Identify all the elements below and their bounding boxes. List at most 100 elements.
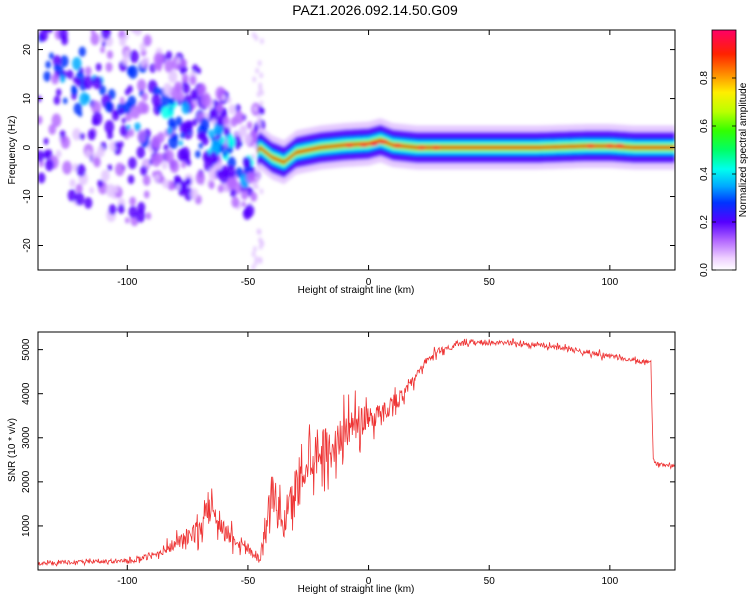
- heat-blob: [145, 212, 152, 220]
- heat-blob: [259, 188, 264, 195]
- heat-blob: [58, 30, 68, 41]
- snr-y-tick-label: 2000: [21, 470, 32, 493]
- heat-blob: [195, 150, 201, 159]
- spectrogram-y-ticks: -20 -10 0 10 20: [22, 44, 675, 253]
- heat-blob: [130, 105, 141, 119]
- heat-blob: [121, 117, 127, 124]
- heat-blob: [136, 146, 146, 159]
- heat-blob: [169, 159, 180, 174]
- heat-blob: [121, 55, 129, 65]
- heat-blob: [55, 149, 62, 158]
- heat-blob: [223, 116, 230, 126]
- heat-blob: [111, 14, 118, 24]
- heat-blob: [153, 86, 161, 97]
- heat-blob: [216, 116, 224, 127]
- heat-blob: [45, 60, 52, 69]
- heat-blob: [117, 204, 125, 214]
- heat-blob: [227, 156, 236, 169]
- snr-y-tick-label: 4000: [21, 382, 32, 405]
- snr-x-tick-label: 100: [602, 576, 619, 587]
- heat-blob: [181, 102, 191, 115]
- heat-blob: [126, 65, 135, 77]
- heat-blob: [84, 66, 92, 76]
- heat-blob: [258, 237, 263, 244]
- heat-blob: [139, 42, 147, 52]
- spectrogram-y-tick-label: 20: [22, 44, 33, 56]
- heat-blob: [118, 107, 124, 115]
- colorbar-tick-label: 0.0: [699, 263, 710, 277]
- heat-blob: [78, 46, 86, 57]
- heat-blob: [233, 135, 242, 146]
- heat-blob: [254, 255, 259, 262]
- heat-blob: [222, 151, 228, 158]
- heat-blob: [192, 118, 198, 127]
- snr-x-tick-label: -50: [241, 576, 256, 587]
- heat-blob: [90, 32, 100, 46]
- heat-blob: [258, 243, 263, 250]
- heat-blob: [198, 142, 204, 149]
- heat-blob: [125, 112, 132, 122]
- heat-blob: [156, 65, 162, 72]
- heat-blob: [108, 204, 117, 216]
- heat-blob: [137, 130, 147, 143]
- heat-blob: [44, 158, 54, 172]
- colorbar-tick-label: 0.6: [699, 119, 710, 133]
- heat-blob: [68, 4, 72, 10]
- heat-blob: [216, 103, 224, 113]
- colorbar-ticks: 0.0 0.2 0.4 0.6 0.8: [699, 71, 736, 277]
- colorbar: 0.0 0.2 0.4 0.6 0.8 Normalized spectral ampl…: [699, 29, 749, 277]
- colorbar-gradient: [711, 29, 737, 271]
- heat-blob: [254, 34, 259, 41]
- heat-blob: [168, 70, 178, 84]
- snr-x-ticks: -100 -50 0 50 100: [117, 332, 619, 587]
- heat-blob: [46, 8, 55, 21]
- heat-blob: [122, 101, 132, 114]
- heat-blob: [50, 19, 54, 25]
- heat-blob: [175, 116, 183, 126]
- heat-blob: [106, 130, 114, 140]
- figure-title: PAZ1.2026.092.14.50.G09: [292, 2, 458, 18]
- heat-blob: [130, 30, 136, 32]
- ridge-hotspot: [368, 141, 379, 146]
- heat-blob: [173, 174, 181, 184]
- colorbar-tick-label: 0.2: [699, 215, 710, 229]
- heat-blob: [59, 5, 68, 18]
- heat-blob: [109, 15, 113, 21]
- heat-blob: [60, 55, 69, 68]
- heat-blob: [90, 30, 96, 35]
- heat-blob: [48, 124, 57, 135]
- heat-blob: [168, 135, 179, 150]
- heat-blob: [256, 228, 261, 235]
- heat-blob: [140, 165, 148, 176]
- spectrogram-x-label: Height of straight line (km): [298, 285, 415, 296]
- snr-y-tick-label: 5000: [21, 338, 32, 361]
- heat-blob: [244, 133, 253, 146]
- heat-blob: [259, 89, 264, 96]
- heat-blob: [165, 50, 173, 60]
- heat-blob: [66, 69, 74, 80]
- heat-blob: [177, 148, 187, 162]
- heat-blob: [234, 110, 244, 125]
- heat-blob: [253, 143, 258, 150]
- heat-blob: [169, 97, 175, 106]
- heat-blob: [259, 72, 264, 79]
- heat-blob: [127, 85, 133, 93]
- heat-blob: [114, 109, 119, 116]
- snr-y-tick-label: 1000: [21, 514, 32, 537]
- heat-blob: [253, 183, 258, 190]
- heat-blob: [241, 201, 246, 208]
- heat-blob: [176, 91, 185, 102]
- heat-blob: [259, 38, 264, 45]
- snr-panel: -100 -50 0 50 100 1000 2000 3000 4000 5000 Heigh…: [7, 331, 676, 595]
- heat-blob: [52, 55, 62, 67]
- snr-y-tick-label: 3000: [21, 426, 32, 449]
- heat-blob: [60, 135, 71, 149]
- heat-blob: [161, 106, 171, 119]
- heat-blob: [221, 94, 227, 102]
- heat-blob: [83, 15, 90, 25]
- heat-blob: [162, 178, 170, 189]
- heat-blob: [96, 146, 105, 158]
- snr-x-tick-label: 0: [366, 576, 372, 587]
- spectrogram-blobs: [38, 4, 266, 270]
